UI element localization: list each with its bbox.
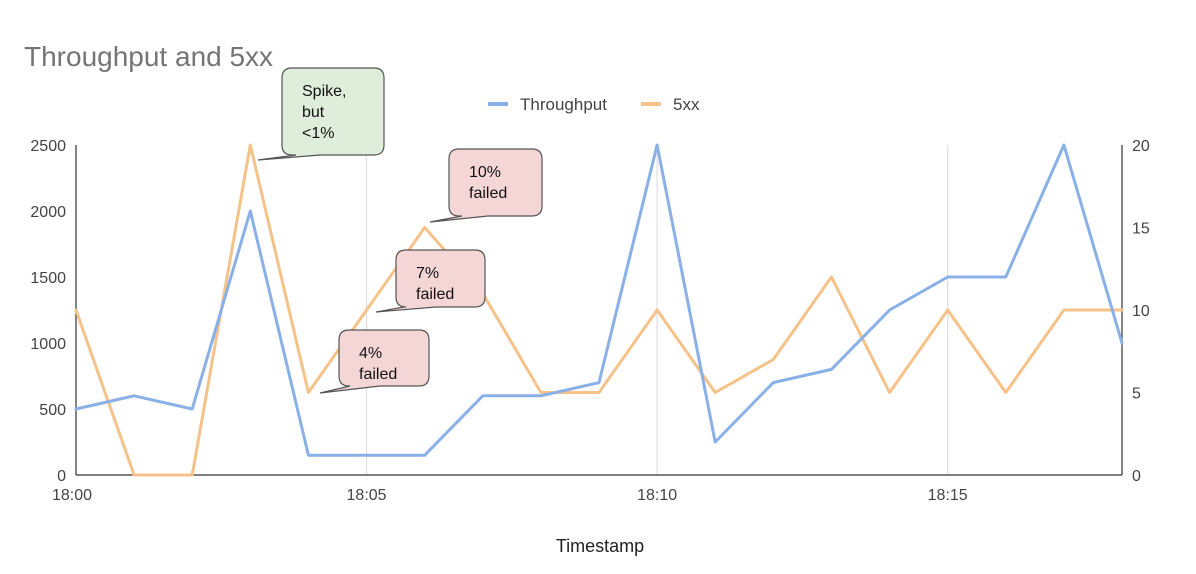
- left-y-tick-label: 1000: [30, 336, 66, 353]
- annotation-text: failed: [469, 185, 507, 202]
- annotation-bubble: [429, 148, 543, 223]
- right-y-tick-label: 0: [1132, 468, 1141, 485]
- x-axis-title: Timestamp: [556, 536, 644, 556]
- series-lines: [74, 143, 1124, 477]
- axes: [75, 145, 1123, 476]
- tick-labels: 18:00 18:05 18:10 18:15 0 500 1000 1500 2000 2500…: [30, 138, 1149, 504]
- x-tick-label: 18:00: [52, 487, 92, 504]
- x-tick-label: 18:10: [637, 487, 677, 504]
- annotation-callout: Spike, but <1%: [257, 67, 385, 161]
- left-y-tick-label: 1500: [30, 270, 66, 287]
- x-tick-label: 18:05: [347, 487, 387, 504]
- x-tick-label: 18:15: [928, 487, 968, 504]
- annotation-text: 10%: [469, 164, 501, 181]
- annotation-callout: 4% failed: [319, 329, 430, 394]
- left-y-tick-label: 2500: [30, 138, 66, 155]
- legend-label: Throughput: [520, 95, 607, 114]
- annotation-text: failed: [359, 366, 397, 383]
- left-y-tick-label: 500: [39, 402, 66, 419]
- series-line-5xx: [74, 143, 1124, 477]
- annotation-text: 4%: [359, 345, 382, 362]
- left-y-tick-label: 2000: [30, 204, 66, 221]
- right-y-tick-label: 15: [1132, 221, 1150, 238]
- annotation-text: 7%: [416, 265, 439, 282]
- annotation-text: Spike,: [302, 83, 346, 100]
- legend-label: 5xx: [673, 95, 700, 114]
- right-y-tick-label: 5: [1132, 386, 1141, 403]
- annotation-bubble: [257, 67, 385, 161]
- series-line-throughput: [74, 143, 1124, 457]
- annotation-bubble: [375, 249, 486, 313]
- annotation-bubble: [319, 329, 430, 394]
- right-y-tick-label: 20: [1132, 138, 1150, 155]
- annotation-callout: 7% failed: [375, 249, 486, 313]
- annotation-callout: 10% failed: [429, 148, 543, 223]
- annotation-text: <1%: [302, 125, 334, 142]
- annotations: Spike, but <1% 10% failed 7% failed 4% failed: [257, 67, 543, 394]
- right-y-tick-label: 10: [1132, 303, 1150, 320]
- annotation-text: failed: [416, 286, 454, 303]
- chart-title: Throughput and 5xx: [24, 41, 273, 72]
- legend: Throughput 5xx: [488, 95, 700, 114]
- left-y-tick-label: 0: [57, 468, 66, 485]
- annotation-text: but: [302, 104, 325, 121]
